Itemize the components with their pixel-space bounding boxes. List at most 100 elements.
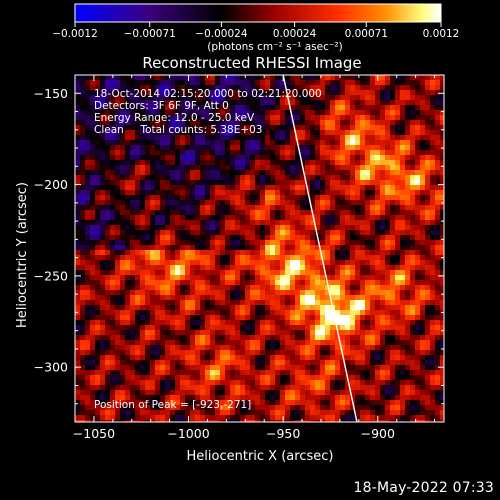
heatmap-cell bbox=[210, 120, 215, 125]
heatmap-cell bbox=[405, 330, 410, 335]
heatmap-cell bbox=[275, 105, 280, 110]
heatmap-cell bbox=[95, 140, 100, 145]
heatmap-cell bbox=[250, 105, 255, 110]
heatmap-cell bbox=[300, 235, 305, 240]
heatmap-cell bbox=[320, 290, 325, 295]
heatmap-cell bbox=[240, 405, 245, 410]
heatmap-cell bbox=[110, 185, 115, 190]
heatmap-cell bbox=[160, 285, 165, 290]
heatmap-cell bbox=[430, 135, 435, 140]
heatmap-cell bbox=[90, 395, 95, 400]
heatmap-cell bbox=[225, 240, 230, 245]
heatmap-cell bbox=[370, 240, 375, 245]
heatmap-cell bbox=[215, 360, 220, 365]
heatmap-cell bbox=[85, 240, 90, 245]
heatmap-cell bbox=[405, 355, 410, 360]
heatmap-cell bbox=[245, 85, 250, 90]
heatmap-cell bbox=[365, 140, 370, 145]
heatmap-cell bbox=[170, 105, 175, 110]
heatmap-cell bbox=[285, 230, 290, 235]
heatmap-cell bbox=[150, 110, 155, 115]
heatmap-cell bbox=[80, 270, 85, 275]
heatmap-cell bbox=[425, 245, 430, 250]
heatmap-cell bbox=[435, 145, 440, 150]
heatmap-cell bbox=[375, 115, 380, 120]
heatmap-cell bbox=[190, 110, 195, 115]
heatmap-cell bbox=[125, 395, 130, 400]
heatmap-cell bbox=[145, 85, 150, 90]
heatmap-cell bbox=[430, 80, 435, 85]
heatmap-cell bbox=[285, 175, 290, 180]
heatmap-cell bbox=[360, 250, 365, 255]
heatmap-cell bbox=[135, 125, 140, 130]
heatmap-cell bbox=[350, 145, 355, 150]
heatmap-cell bbox=[225, 345, 230, 350]
heatmap-cell bbox=[325, 405, 330, 410]
heatmap-cell bbox=[155, 290, 160, 295]
heatmap-cell bbox=[380, 140, 385, 145]
heatmap-cell bbox=[210, 310, 215, 315]
heatmap-cell bbox=[120, 195, 125, 200]
heatmap-cell bbox=[150, 380, 155, 385]
heatmap-cell bbox=[395, 290, 400, 295]
heatmap-cell bbox=[85, 225, 90, 230]
heatmap-cell bbox=[185, 100, 190, 105]
heatmap-cell bbox=[250, 260, 255, 265]
heatmap-cell bbox=[235, 375, 240, 380]
heatmap-cell bbox=[170, 235, 175, 240]
heatmap-cell bbox=[405, 390, 410, 395]
heatmap-cell bbox=[340, 260, 345, 265]
heatmap-cell bbox=[355, 105, 360, 110]
heatmap-cell bbox=[100, 195, 105, 200]
heatmap-cell bbox=[330, 405, 335, 410]
heatmap-cell bbox=[105, 110, 110, 115]
heatmap-cell bbox=[140, 200, 145, 205]
heatmap-cell bbox=[140, 215, 145, 220]
heatmap-cell bbox=[320, 280, 325, 285]
heatmap-cell bbox=[215, 340, 220, 345]
heatmap-cell bbox=[110, 270, 115, 275]
heatmap-cell bbox=[220, 375, 225, 380]
heatmap-cell bbox=[150, 90, 155, 95]
heatmap-cell bbox=[165, 85, 170, 90]
heatmap-cell bbox=[275, 205, 280, 210]
heatmap-cell bbox=[215, 385, 220, 390]
heatmap-cell bbox=[130, 220, 135, 225]
heatmap-cell bbox=[410, 240, 415, 245]
heatmap-cell bbox=[290, 320, 295, 325]
heatmap-cell bbox=[120, 240, 125, 245]
heatmap-cell bbox=[280, 115, 285, 120]
heatmap-cell bbox=[90, 205, 95, 210]
heatmap-cell bbox=[270, 140, 275, 145]
heatmap-cell bbox=[195, 95, 200, 100]
heatmap-cell bbox=[75, 205, 80, 210]
heatmap-cell bbox=[200, 160, 205, 165]
heatmap-cell bbox=[235, 285, 240, 290]
heatmap-cell bbox=[360, 205, 365, 210]
heatmap-cell bbox=[160, 270, 165, 275]
heatmap-cell bbox=[205, 150, 210, 155]
heatmap-cell bbox=[425, 240, 430, 245]
heatmap-cell bbox=[130, 320, 135, 325]
heatmap-cell bbox=[150, 180, 155, 185]
heatmap-cell bbox=[430, 220, 435, 225]
heatmap-cell bbox=[330, 205, 335, 210]
heatmap-cell bbox=[160, 220, 165, 225]
heatmap-cell bbox=[185, 310, 190, 315]
heatmap-cell bbox=[390, 270, 395, 275]
heatmap-cell bbox=[405, 230, 410, 235]
heatmap-cell bbox=[90, 380, 95, 385]
heatmap-cell bbox=[160, 315, 165, 320]
heatmap-cell bbox=[275, 75, 280, 80]
heatmap-cell bbox=[335, 375, 340, 380]
heatmap-cell bbox=[75, 195, 80, 200]
heatmap-cell bbox=[130, 285, 135, 290]
heatmap-cell bbox=[325, 245, 330, 250]
heatmap-cell bbox=[295, 230, 300, 235]
heatmap-cell bbox=[325, 105, 330, 110]
heatmap-cell bbox=[145, 80, 150, 85]
heatmap-cell bbox=[140, 180, 145, 185]
heatmap-cell bbox=[360, 380, 365, 385]
heatmap-cell bbox=[175, 300, 180, 305]
heatmap-cell bbox=[235, 380, 240, 385]
